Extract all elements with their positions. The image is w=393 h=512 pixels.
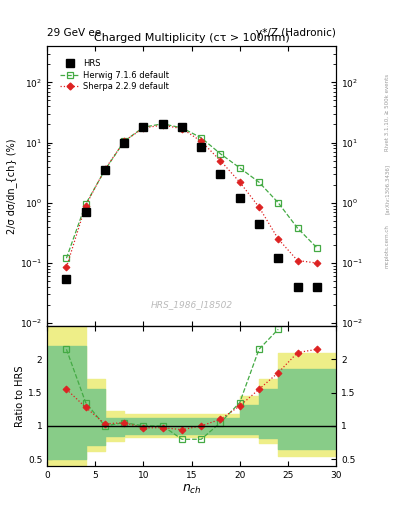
Y-axis label: Ratio to HRS: Ratio to HRS [15,365,25,426]
Text: mcplots.cern.ch: mcplots.cern.ch [385,224,389,268]
Text: Rivet 3.1.10, ≥ 500k events: Rivet 3.1.10, ≥ 500k events [385,74,389,151]
Text: 29 GeV ee: 29 GeV ee [47,28,101,38]
Legend: HRS, Herwig 7.1.6 default, Sherpa 2.2.9 default: HRS, Herwig 7.1.6 default, Sherpa 2.2.9 … [57,56,172,95]
Y-axis label: 2/σ dσ/dn_{ch} (%): 2/σ dσ/dn_{ch} (%) [6,138,17,234]
Text: HRS_1986_I18502: HRS_1986_I18502 [151,300,233,309]
Text: γ*/Z (Hadronic): γ*/Z (Hadronic) [256,28,336,38]
Text: [arXiv:1306.3436]: [arXiv:1306.3436] [385,164,389,215]
Text: Charged Multiplicity (cτ > 100mm): Charged Multiplicity (cτ > 100mm) [94,33,290,44]
X-axis label: $n_{ch}$: $n_{ch}$ [182,482,202,496]
